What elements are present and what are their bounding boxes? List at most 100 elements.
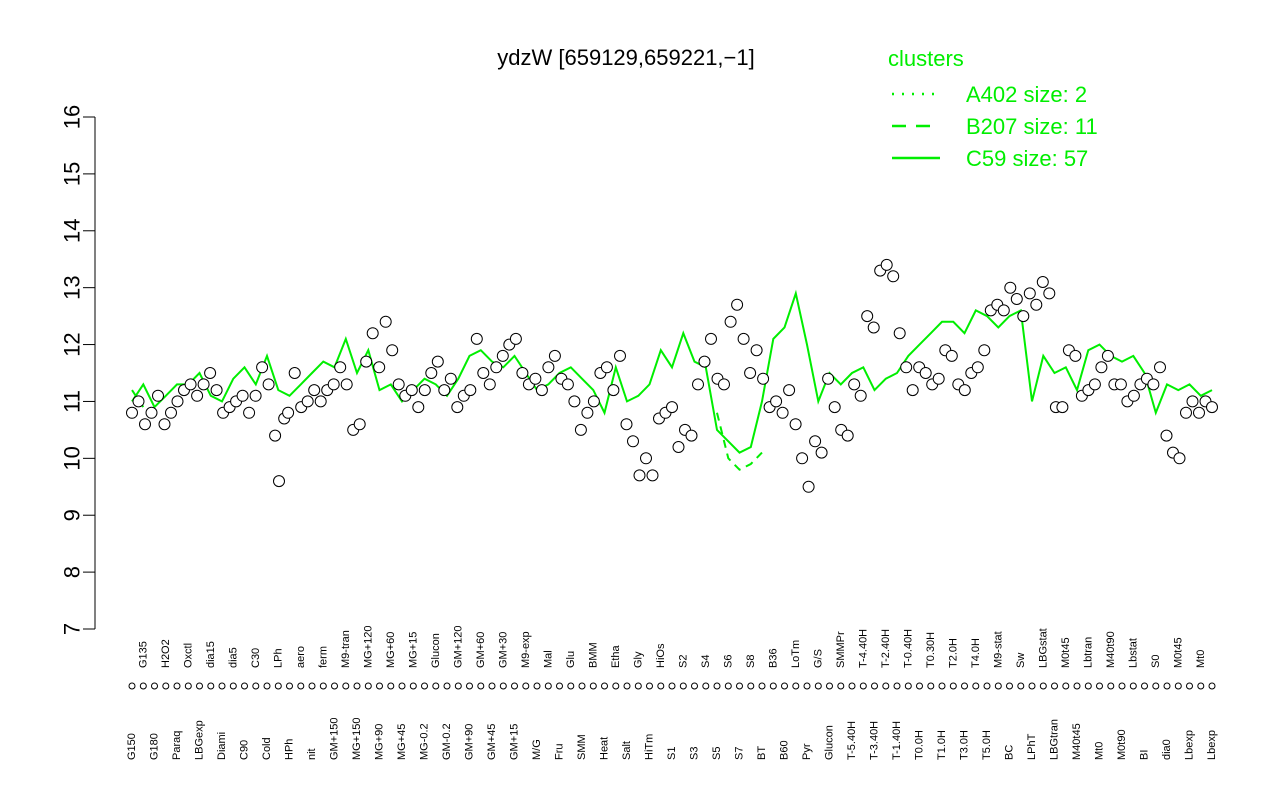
data-point xyxy=(360,355,373,368)
rug-mark xyxy=(983,682,991,690)
x-tick-label: G/S xyxy=(812,649,824,668)
rug-mark xyxy=(904,682,912,690)
x-tick-label: Pyr xyxy=(801,743,813,760)
data-point xyxy=(1206,401,1218,414)
rug-mark xyxy=(421,682,428,690)
data-point xyxy=(574,423,587,436)
rug-mark xyxy=(1039,682,1047,690)
rug-mark xyxy=(477,682,485,690)
data-point xyxy=(1180,406,1192,419)
rug-mark xyxy=(769,682,777,690)
rug-mark xyxy=(949,682,957,690)
x-axis: G150 G135 G180 H2O2 Paraq Oxctl LBGexp dia15 Dia… xyxy=(126,626,1218,761)
data-point xyxy=(783,384,796,397)
data-point xyxy=(737,332,750,345)
rug-mark xyxy=(387,682,395,690)
data-point xyxy=(809,435,822,448)
data-point xyxy=(789,418,802,431)
x-tick-label: T-3.40H xyxy=(869,721,881,760)
data-point xyxy=(1030,298,1043,311)
x-tick-label: S3 xyxy=(689,747,701,760)
x-tick-label: T1.0H xyxy=(936,730,948,760)
rug-mark xyxy=(364,682,372,690)
legend-label: C59 size: 57 xyxy=(966,146,1088,171)
rug-mark xyxy=(196,682,203,690)
data-point xyxy=(431,355,444,368)
legend: clusters A402 size: 2 B207 size: 11 C59 si… xyxy=(888,46,1098,171)
x-tick-label: B60 xyxy=(779,740,791,760)
y-tick-label: 10 xyxy=(60,446,85,470)
rug-mark xyxy=(151,682,158,690)
x-tick-label: GM+120 xyxy=(452,626,464,669)
x-tick-label: T3.0H xyxy=(959,730,971,760)
rug-mark xyxy=(848,682,856,690)
rug-mark xyxy=(803,682,811,690)
data-point xyxy=(828,401,841,414)
data-points xyxy=(126,258,1218,493)
data-point xyxy=(412,401,425,414)
data-point xyxy=(841,429,854,442)
data-point xyxy=(672,441,685,453)
x-tick-label: Oxctl xyxy=(182,643,194,668)
rug-mark xyxy=(758,682,766,690)
x-tick-label: S5 xyxy=(711,747,723,760)
data-point xyxy=(906,384,919,397)
data-point xyxy=(614,349,626,362)
y-tick-label: 14 xyxy=(60,219,85,243)
data-point xyxy=(340,378,353,391)
rug-mark xyxy=(589,682,597,690)
data-point xyxy=(327,378,340,391)
data-point xyxy=(698,355,711,368)
rug-mark xyxy=(567,682,575,690)
x-tick-label: Mal xyxy=(542,650,554,668)
x-tick-label: BMM xyxy=(587,642,599,668)
x-tick-label: MG-0.2 xyxy=(419,723,431,760)
x-tick-label: LPhT xyxy=(1026,733,1038,760)
data-point xyxy=(288,367,301,379)
data-point xyxy=(249,389,262,402)
data-point xyxy=(1036,276,1049,288)
data-point xyxy=(731,298,744,311)
data-point xyxy=(1160,429,1173,442)
rug-mark xyxy=(747,682,755,690)
x-tick-label: LBGexp xyxy=(194,720,206,760)
x-tick-label: Cold xyxy=(261,737,273,760)
legend-label: A402 size: 2 xyxy=(966,82,1087,107)
rug-mark xyxy=(274,682,282,690)
rug-mark xyxy=(646,682,653,690)
data-point xyxy=(770,395,783,408)
rug-mark xyxy=(781,682,788,690)
x-tick-label: MG+150 xyxy=(351,718,363,761)
data-point xyxy=(776,406,789,419)
rug-mark xyxy=(409,682,417,690)
rug-mark xyxy=(814,682,822,690)
data-point xyxy=(197,378,210,391)
data-point xyxy=(171,395,184,408)
x-tick-label: Lbstat xyxy=(1127,638,1139,668)
rug-mark xyxy=(533,682,541,690)
x-tick-label: M9-exp xyxy=(520,631,532,668)
data-point xyxy=(191,389,204,402)
data-point xyxy=(900,361,913,374)
rug-mark xyxy=(488,682,496,690)
data-point xyxy=(483,378,496,391)
x-tick-label: T-5.40H xyxy=(846,721,858,760)
data-point xyxy=(210,384,223,397)
x-tick-label: Paraq xyxy=(171,731,183,760)
rug-mark xyxy=(972,682,980,690)
data-point xyxy=(152,389,164,402)
y-tick-label: 11 xyxy=(60,390,85,413)
x-tick-label: T0.0H xyxy=(914,730,926,760)
data-point xyxy=(581,406,594,419)
data-point xyxy=(600,361,613,374)
y-tick-label: 15 xyxy=(60,162,85,186)
rug-mark xyxy=(623,682,631,690)
data-point xyxy=(379,315,392,328)
rug-mark xyxy=(1073,682,1081,690)
x-tick-label: LBGtran xyxy=(1049,719,1061,760)
rug-mark xyxy=(826,682,833,690)
data-point xyxy=(893,327,906,340)
data-point xyxy=(757,372,770,385)
rug-mark xyxy=(668,682,676,690)
data-point xyxy=(1010,293,1023,305)
